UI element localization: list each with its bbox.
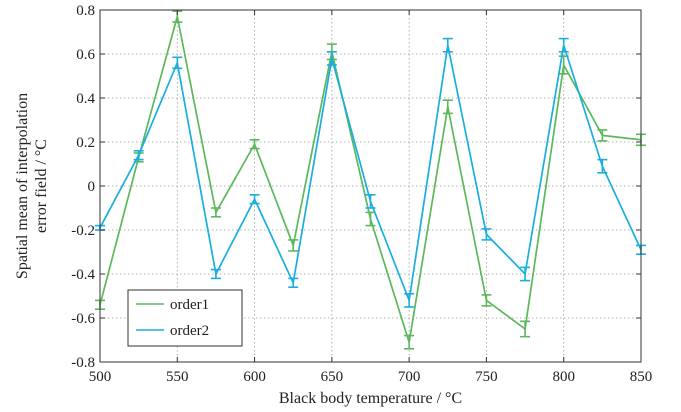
error-bar-order1 bbox=[365, 211, 376, 227]
legend: order1 order2 bbox=[127, 289, 243, 347]
y-axis-label-line-2: error field / °C bbox=[33, 139, 50, 233]
error-bar-order2 bbox=[442, 37, 453, 53]
x-tick-label: 500 bbox=[89, 369, 112, 385]
legend-label-order1: order1 bbox=[170, 297, 209, 313]
error-bar-order2 bbox=[597, 158, 608, 174]
error-bar-order1 bbox=[481, 294, 492, 307]
x-tick-label: 600 bbox=[243, 369, 266, 385]
y-ticks: -0.8 -0.6 -0.4 -0.2 0 0.2 0.4 0.6 0.8 bbox=[71, 3, 641, 371]
error-bar-order2 bbox=[326, 50, 337, 66]
error-bar-order1 bbox=[288, 239, 299, 252]
y-tick-label: 0 bbox=[88, 179, 96, 195]
error-bar-order2 bbox=[520, 266, 531, 282]
error-bar-order2 bbox=[133, 150, 144, 161]
error-bar-order2 bbox=[249, 194, 260, 205]
x-tick-label: 550 bbox=[166, 369, 189, 385]
y-tick-label: -0.6 bbox=[71, 311, 95, 327]
y-tick-label: -0.2 bbox=[71, 223, 95, 239]
y-tick-label: -0.8 bbox=[71, 355, 95, 371]
error-bar-order1 bbox=[404, 334, 415, 350]
error-bar-order1 bbox=[249, 139, 260, 150]
y-tick-label: -0.4 bbox=[71, 267, 95, 283]
error-bar-order1 bbox=[442, 99, 453, 115]
error-bar-order1 bbox=[597, 129, 608, 142]
error-bar-order2 bbox=[172, 56, 183, 70]
error-bar-order2 bbox=[288, 277, 299, 289]
y-tick-label: 0.6 bbox=[76, 47, 95, 63]
legend-label-order2: order2 bbox=[170, 323, 209, 339]
error-bar-order1 bbox=[210, 207, 221, 218]
error-bar-order2 bbox=[558, 37, 569, 53]
error-bar-order2 bbox=[365, 194, 376, 209]
x-tick-label: 850 bbox=[630, 369, 653, 385]
x-axis-label: Black body temperature / °C bbox=[279, 390, 462, 407]
legend-box bbox=[127, 289, 243, 347]
y-tick-label: 0.2 bbox=[76, 135, 95, 151]
y-tick-label: 0.4 bbox=[76, 91, 95, 107]
x-tick-label: 800 bbox=[552, 369, 575, 385]
error-bar-order2 bbox=[210, 268, 221, 280]
x-tick-label: 750 bbox=[475, 369, 498, 385]
error-bar-order1 bbox=[520, 320, 531, 338]
x-ticks: 500 550 600 650 700 750 800 850 bbox=[89, 10, 653, 385]
series-line-order2 bbox=[99, 44, 642, 304]
error-bar-order2 bbox=[404, 292, 415, 308]
y-axis-label-line-1: Spatial mean of interpolation bbox=[14, 93, 31, 279]
x-tick-label: 700 bbox=[398, 369, 421, 385]
error-bar-order2 bbox=[481, 228, 492, 241]
x-tick-label: 650 bbox=[321, 369, 344, 385]
y-tick-label: 0.8 bbox=[76, 3, 95, 19]
